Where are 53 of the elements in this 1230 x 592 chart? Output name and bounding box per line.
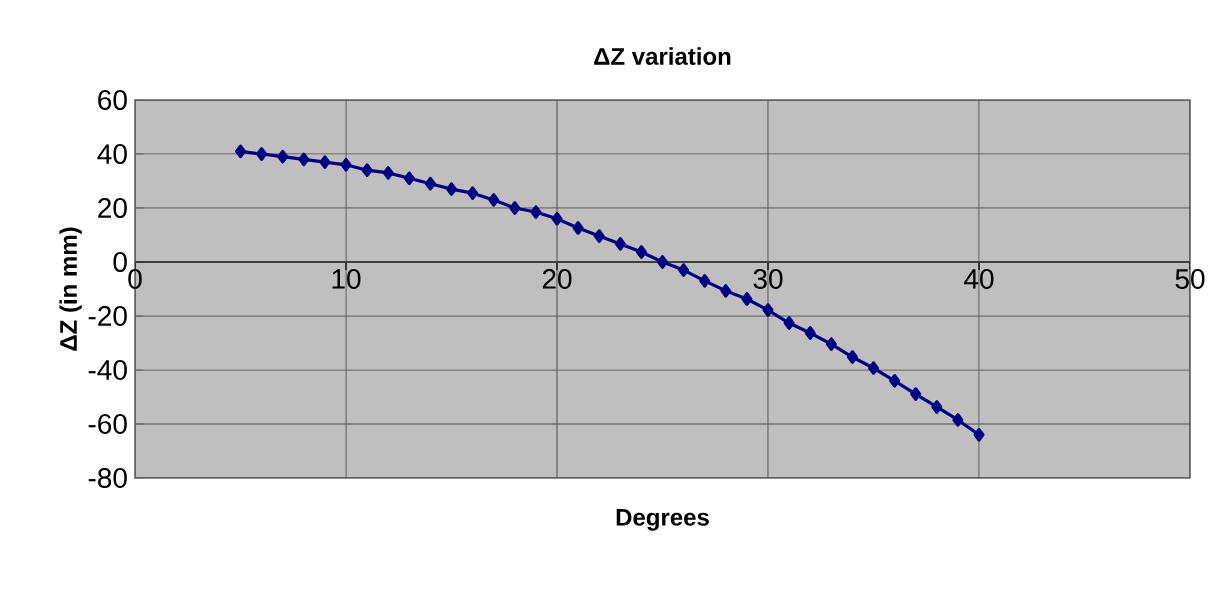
point: [678, 263, 690, 277]
x-tick-label: 30: [753, 269, 783, 289]
point: [657, 255, 669, 269]
y-tick-label: 40: [97, 144, 127, 164]
x-tick-label: 10: [332, 269, 361, 289]
point: [424, 176, 436, 191]
point: [235, 144, 246, 159]
point: [741, 292, 753, 306]
y-tick-label: -40: [88, 360, 127, 380]
point: [319, 155, 331, 169]
point: [783, 316, 795, 330]
point: [889, 373, 901, 388]
point: [256, 147, 268, 161]
point: [720, 284, 732, 298]
point: [530, 205, 542, 219]
chart-title: ΔZ variation: [594, 47, 731, 65]
x-tick-label: 20: [542, 269, 572, 289]
point: [846, 350, 858, 364]
point: [762, 303, 774, 317]
point: [868, 361, 879, 375]
point: [551, 212, 563, 226]
point: [973, 427, 985, 442]
point: [572, 221, 584, 235]
point: [446, 182, 458, 196]
point: [277, 149, 289, 164]
y-tick-label: -60: [88, 414, 127, 434]
point: [593, 229, 605, 243]
point: [804, 326, 816, 340]
point: [910, 387, 922, 401]
y-axis-title: ΔZ (in mm): [59, 227, 82, 351]
y-tick-label: -20: [88, 306, 127, 326]
point: [699, 274, 711, 288]
y-tick-label: 0: [113, 252, 127, 272]
y-tick-label: -80: [88, 468, 127, 488]
point: [952, 413, 964, 427]
point: [403, 171, 415, 186]
point: [361, 163, 373, 177]
x-tick-label: 40: [964, 269, 994, 289]
x-tick-label: 0: [128, 269, 142, 289]
point: [340, 158, 352, 172]
y-tick-label: 20: [98, 198, 127, 218]
point: [382, 166, 394, 180]
point: [488, 193, 500, 207]
point: [825, 337, 837, 351]
x-axis-title: Degrees: [616, 509, 709, 531]
point: [509, 201, 521, 215]
point: [931, 400, 943, 414]
x-tick-label: 50: [1175, 269, 1205, 289]
point: [614, 237, 626, 251]
point: [298, 152, 310, 167]
point: [467, 186, 479, 200]
point: [635, 245, 647, 259]
y-tick-label: 60: [98, 90, 127, 110]
